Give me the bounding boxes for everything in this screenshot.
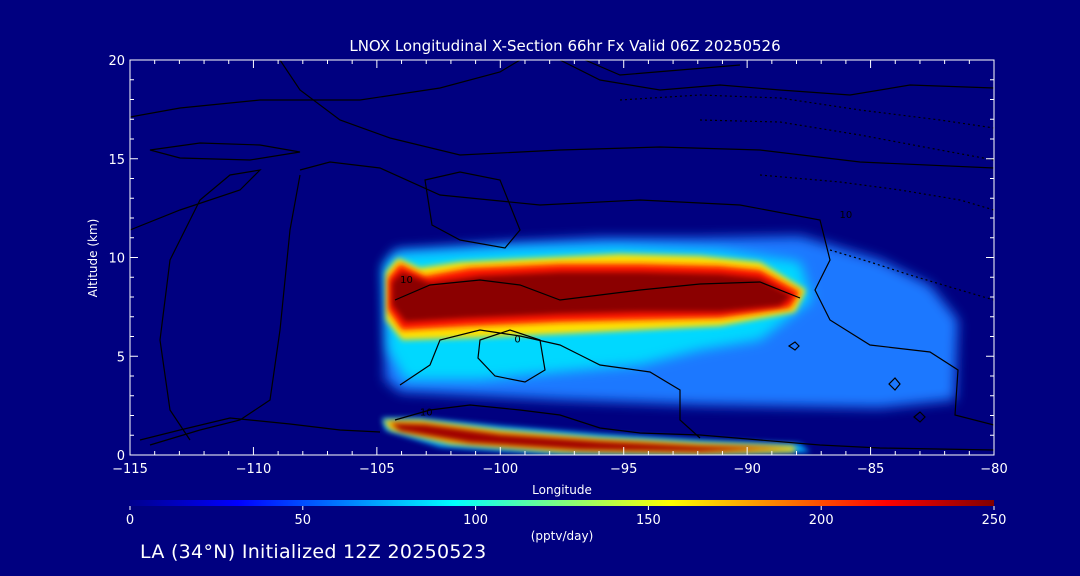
colorbar-tick-label: 100	[463, 513, 488, 528]
colorbar-ticks: 0 50 100 150 200 250	[126, 506, 1007, 528]
heat-field	[382, 236, 958, 455]
contour-label: 10	[420, 408, 433, 419]
contour-line	[913, 411, 926, 423]
footer-caption: LA (34°N) Initialized 12Z 20250523	[140, 541, 487, 563]
x-tick-label: −115	[112, 462, 148, 477]
contour-line	[279, 60, 994, 169]
x-tick-label: −80	[980, 462, 1007, 477]
contour-label: 10	[400, 275, 413, 286]
x-tick-label: −110	[236, 462, 272, 477]
contour-line	[477, 329, 546, 383]
y-tick-label: 5	[117, 350, 125, 365]
contour-line	[394, 404, 994, 451]
colorbar-tick-label: 0	[126, 513, 134, 528]
heat-surface-yellow	[383, 420, 795, 454]
colorbar-tick-label: 200	[809, 513, 834, 528]
chart-title: LNOX Longitudinal X-Section 66hr Fx Vali…	[349, 37, 780, 55]
colorbar-tick-label: 150	[636, 513, 661, 528]
x-tick-label: −90	[733, 462, 760, 477]
contour-line	[130, 169, 262, 441]
contour-line	[299, 161, 994, 426]
contour-line	[424, 171, 521, 249]
contour-label: 10	[840, 210, 853, 221]
contour-line	[584, 60, 741, 76]
y-tick-label: 15	[108, 153, 125, 168]
x-tick-label: −105	[359, 462, 395, 477]
heat-surface-core	[390, 423, 790, 452]
contour-line	[559, 60, 994, 96]
x-tick-label: −95	[610, 462, 637, 477]
contour-line	[699, 119, 994, 161]
contour-line	[394, 279, 801, 301]
x-tick-label: −85	[857, 462, 884, 477]
y-axis-label: Altitude (km)	[86, 219, 100, 298]
contour-line	[149, 174, 301, 446]
colorbar	[130, 500, 994, 506]
y-tick-label: 20	[108, 54, 125, 69]
contour-line	[888, 377, 901, 391]
contour-line	[149, 142, 301, 161]
contour-labels: 10 0 10 10	[400, 210, 852, 419]
y-tick-label: 0	[117, 449, 125, 464]
contour-line	[130, 60, 521, 118]
x-tick-label: −100	[482, 462, 518, 477]
x-axis: −115 −110 −105 −100 −95 −90 −85 −80	[112, 60, 1008, 477]
contour-line	[139, 417, 381, 441]
x-axis-label: Longitude	[532, 483, 592, 497]
contour-line	[619, 94, 994, 129]
colorbar-label: (pptv/day)	[531, 529, 594, 543]
contour-line	[399, 329, 701, 439]
contour-line	[787, 341, 800, 351]
y-axis: 0 5 10 15 20	[108, 54, 994, 464]
contour-line	[759, 174, 994, 211]
contour-lines	[130, 60, 994, 451]
colorbar-tick-label: 250	[982, 513, 1007, 528]
y-tick-label: 10	[108, 252, 125, 267]
colorbar-tick-label: 50	[295, 513, 312, 528]
contour-label: 0	[514, 334, 520, 345]
